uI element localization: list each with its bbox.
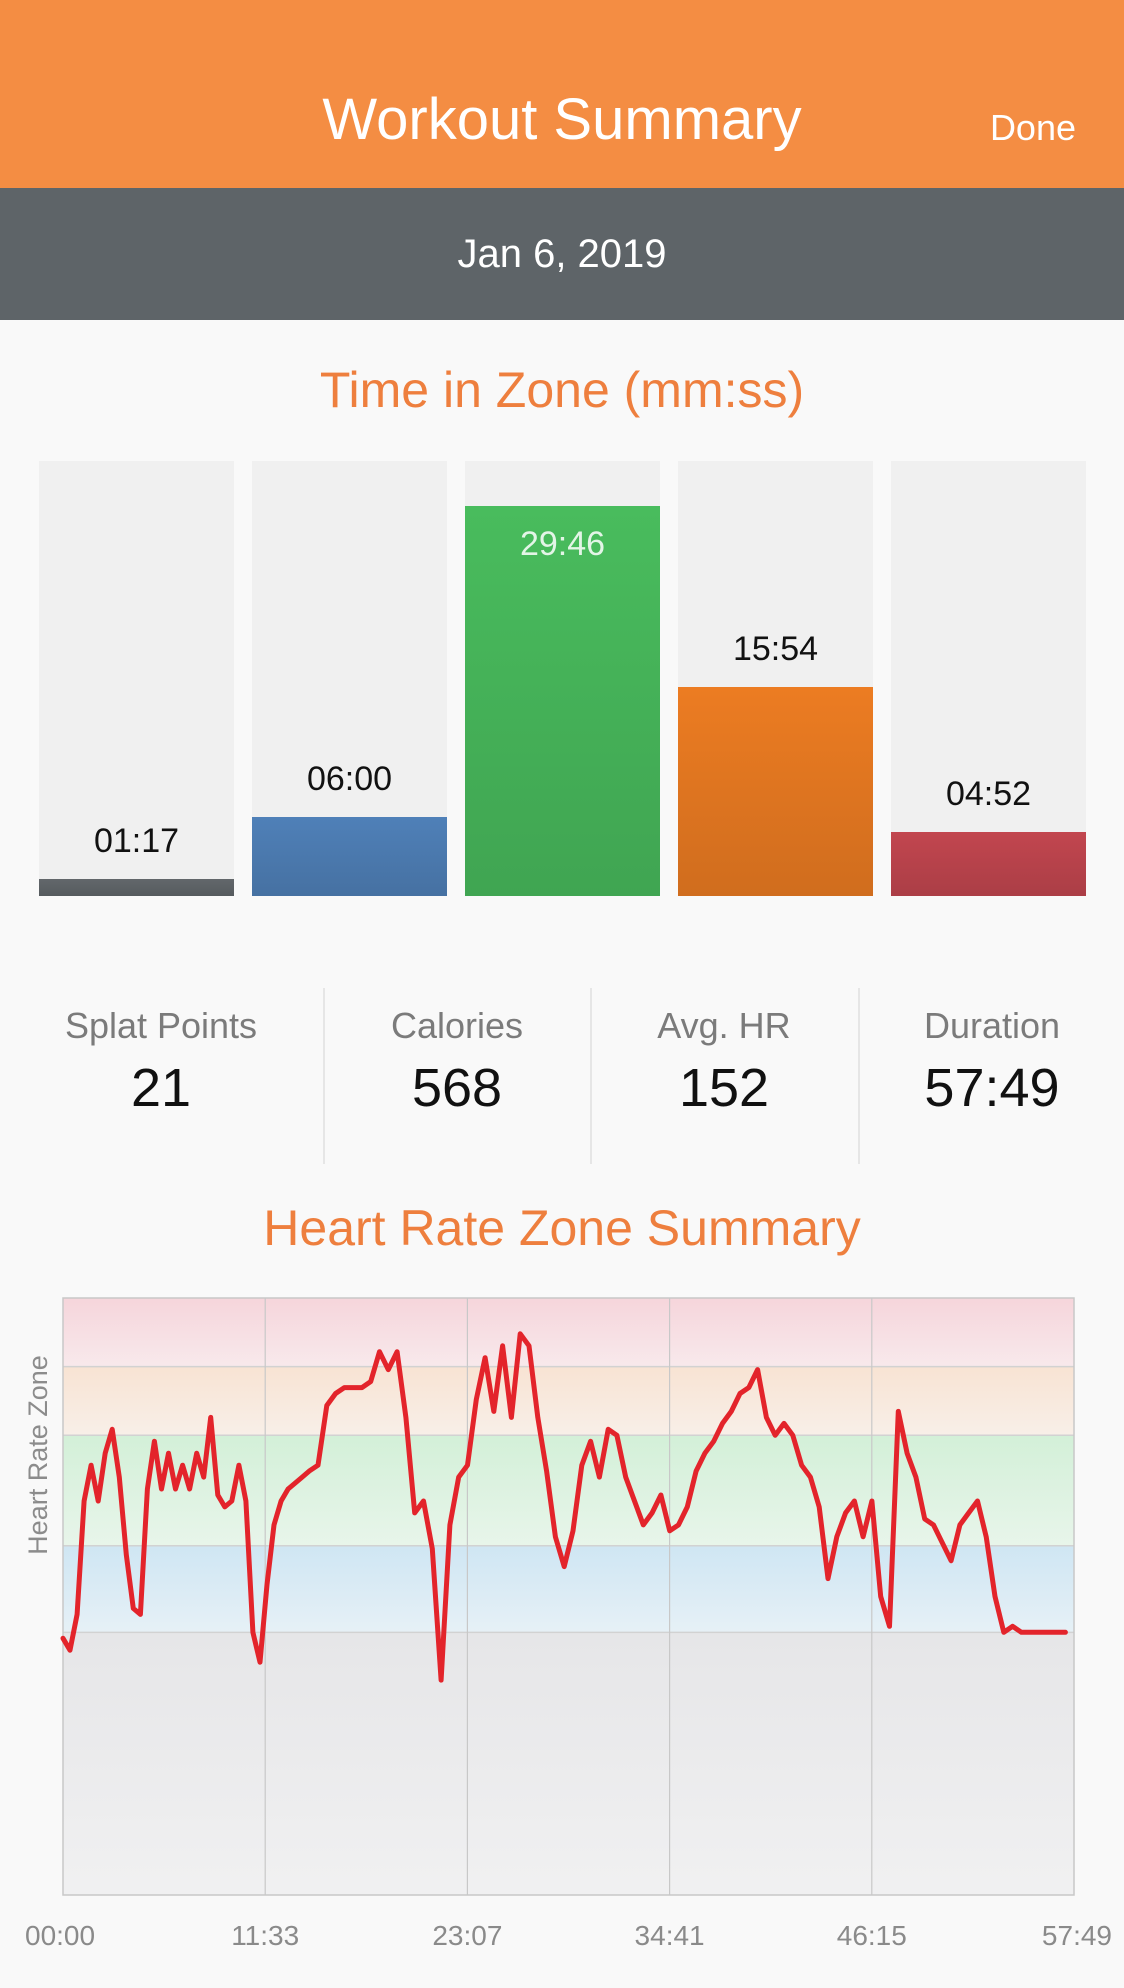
zone-bar-5-fill [891,832,1086,896]
zone-bar-3-label: 29:46 [519,525,606,563]
hr-x-tick-label: 34:41 [635,1920,705,1950]
stat-splat-points: Splat Points 21 [27,988,295,1164]
done-button[interactable]: Done [989,107,1076,148]
stat-duration: Duration 57:49 [858,988,1124,1164]
stat-label: Avg. HR [657,1005,791,1046]
zone-bar-3-fill [465,506,660,896]
hr-x-tick-label: 11:33 [231,1920,299,1950]
hr-zone-band-5 [63,1298,1074,1367]
stat-value: 21 [130,1058,192,1118]
time-in-zone-title: Time in Zone (mm:ss) [319,362,805,418]
stat-divider [323,988,325,1164]
hr-x-tick-label: 00:00 [25,1920,95,1950]
hr-x-tick-label: 57:49 [1042,1920,1112,1950]
zone-bar-4-fill [678,687,873,896]
workout-date: Jan 6, 2019 [0,188,1124,320]
zone-bar-1-label: 01:17 [93,822,180,860]
zone-bar-1: 01:17 [39,461,234,896]
hr-zone-chart: 00:00 11:33 23:07 34:41 46:15 57:49 [25,1297,1112,1950]
workout-stats: Splat Points 21 Calories 568 Avg. HR 152… [0,988,1124,1164]
hr-summary-title: Heart Rate Zone Summary [263,1200,861,1256]
stat-value: 568 [411,1058,503,1118]
zone-bar-2-fill [252,817,447,896]
zone-bar-1-fill [39,879,234,896]
zone-bar-4: 15:54 [678,461,873,896]
page-title: Workout Summary [322,87,802,152]
hr-series-line [60,1331,1068,1683]
stat-label: Splat Points [64,1005,258,1046]
zone-bar-2-label: 06:00 [306,760,393,798]
stat-label: Calories [390,1005,524,1046]
hr-x-tick-label: 46:15 [837,1920,907,1950]
stat-divider [858,988,860,1164]
hr-x-tick-label: 23:07 [432,1920,502,1950]
hr-zone-band-1 [63,1632,1074,1895]
zone-bar-3: 29:46 [465,461,660,896]
zone-bar-4-label: 15:54 [732,630,819,668]
zone-bar-5-label: 04:52 [945,775,1032,813]
stat-value: 152 [678,1058,770,1118]
stat-value: 57:49 [924,1058,1060,1118]
stat-divider [590,988,592,1164]
stat-avg-hr: Avg. HR 152 [590,988,858,1164]
zone-bar-2: 06:00 [252,461,447,896]
stat-label: Duration [923,1005,1061,1046]
stat-calories: Calories 568 [323,988,591,1164]
hr-plot-frame [62,1297,1075,1896]
hr-zone-band-2 [63,1545,1074,1633]
hr-zone-band-4 [63,1366,1074,1436]
app-header: Workout Summary Done [0,0,1124,188]
zone-bar-5: 04:52 [891,461,1086,896]
